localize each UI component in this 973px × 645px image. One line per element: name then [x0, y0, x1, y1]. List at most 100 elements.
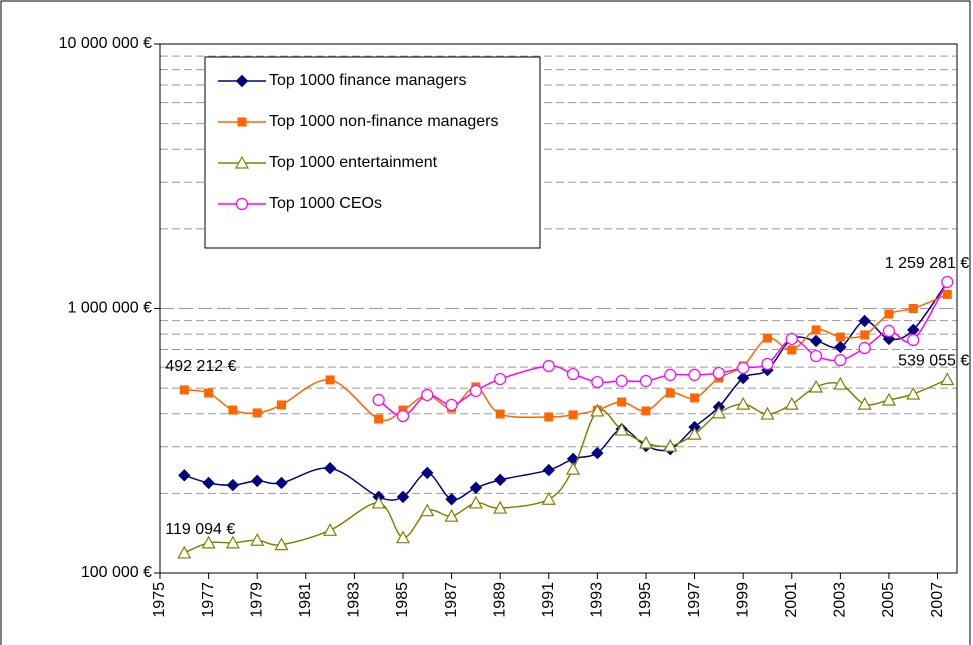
- data-point: [395, 530, 410, 544]
- legend-marker: [234, 155, 250, 169]
- legend-label: Top 1000 finance managers: [269, 72, 466, 89]
- data-point: [542, 463, 555, 477]
- data-point: [225, 535, 240, 549]
- data-point: [396, 409, 410, 423]
- legend-marker: [237, 117, 247, 127]
- data-point: [371, 495, 386, 509]
- data-point: [737, 361, 750, 375]
- x-tick-label: 1997: [686, 582, 703, 618]
- data-point: [276, 400, 286, 410]
- x-tick-label: 1981: [297, 582, 314, 618]
- data-point: [884, 309, 894, 319]
- data-point: [275, 476, 288, 490]
- data-point: [177, 545, 192, 559]
- data-point: [494, 372, 507, 386]
- legend-label: Top 1000 entertainment: [269, 154, 438, 171]
- data-point: [858, 314, 871, 328]
- data-point: [860, 330, 870, 340]
- data-point: [906, 386, 921, 400]
- y-tick-label: 100 000 €: [81, 564, 152, 581]
- data-point: [712, 366, 725, 380]
- data-point: [787, 345, 797, 355]
- x-tick-label: 1995: [637, 582, 654, 618]
- data-point: [542, 359, 555, 373]
- data-point: [396, 490, 410, 504]
- x-tick-label: 1979: [248, 582, 265, 618]
- data-point: [858, 341, 871, 355]
- data-point: [568, 410, 578, 420]
- data-point: [761, 357, 774, 371]
- data-point: [468, 495, 483, 509]
- data-point: [469, 481, 483, 494]
- data-point: [687, 426, 702, 440]
- data-point: [179, 385, 189, 395]
- data-point: [665, 388, 675, 398]
- data-point: [809, 334, 823, 348]
- data-point: [908, 304, 918, 313]
- x-tick-label: 1983: [346, 582, 363, 618]
- data-point: [614, 422, 629, 436]
- data-point: [591, 375, 604, 389]
- data-point: [374, 414, 384, 424]
- data-point: [711, 405, 726, 419]
- x-tick-label: 1993: [589, 582, 606, 618]
- data-point: [615, 374, 628, 388]
- data-point: [881, 392, 896, 406]
- x-tick-label: 1975: [151, 582, 168, 618]
- data-point: [641, 406, 651, 416]
- data-point: [544, 412, 554, 422]
- data-point: [942, 289, 952, 299]
- data-label: 539 055 €: [898, 353, 969, 370]
- legend-box: [204, 56, 541, 249]
- x-tick-label: 1999: [734, 582, 751, 618]
- x-tick-label: 2001: [783, 582, 800, 618]
- data-point: [566, 367, 580, 381]
- data-point: [762, 333, 772, 343]
- legend-label: Top 1000 non-finance managers: [269, 113, 499, 130]
- data-point: [811, 325, 821, 335]
- data-point: [617, 397, 627, 407]
- legend-label: Top 1000 CEOs: [269, 195, 382, 212]
- data-point: [760, 406, 775, 420]
- data-point: [228, 405, 238, 415]
- legend-marker: [235, 197, 249, 211]
- data-point: [591, 446, 604, 460]
- data-point: [421, 388, 434, 402]
- data-point: [420, 503, 435, 517]
- data-point: [785, 332, 798, 346]
- data-label: 492 212 €: [165, 358, 236, 375]
- x-tick-label: 2003: [832, 582, 849, 618]
- y-tick-label: 10 000 000 €: [59, 35, 153, 52]
- y-tick-label: 1 000 000 €: [67, 300, 152, 317]
- plot-border: [159, 43, 958, 574]
- data-point: [445, 398, 458, 412]
- x-tick-label: 1987: [443, 582, 460, 618]
- data-point: [226, 478, 240, 492]
- data-point: [323, 461, 337, 475]
- x-tick-label: 1985: [394, 582, 411, 618]
- data-point: [638, 435, 653, 449]
- data-point: [941, 275, 954, 289]
- x-tick-label: 1977: [200, 582, 217, 618]
- data-point: [882, 324, 896, 338]
- data-point: [809, 349, 823, 363]
- data-point: [907, 333, 920, 347]
- data-point: [736, 396, 751, 410]
- data-point: [835, 332, 845, 342]
- data-point: [204, 388, 214, 398]
- data-point: [421, 466, 434, 480]
- data-point: [323, 523, 338, 536]
- data-point: [250, 532, 265, 546]
- data-point: [495, 409, 505, 419]
- data-point: [250, 474, 264, 488]
- data-point: [940, 372, 955, 386]
- data-point: [201, 535, 216, 549]
- legend-marker: [235, 74, 249, 88]
- x-tick-label: 1991: [540, 582, 557, 618]
- data-point: [372, 393, 385, 407]
- data-point: [493, 473, 507, 487]
- data-point: [566, 461, 581, 475]
- x-tick-label: 2005: [880, 582, 897, 618]
- data-point: [325, 375, 335, 385]
